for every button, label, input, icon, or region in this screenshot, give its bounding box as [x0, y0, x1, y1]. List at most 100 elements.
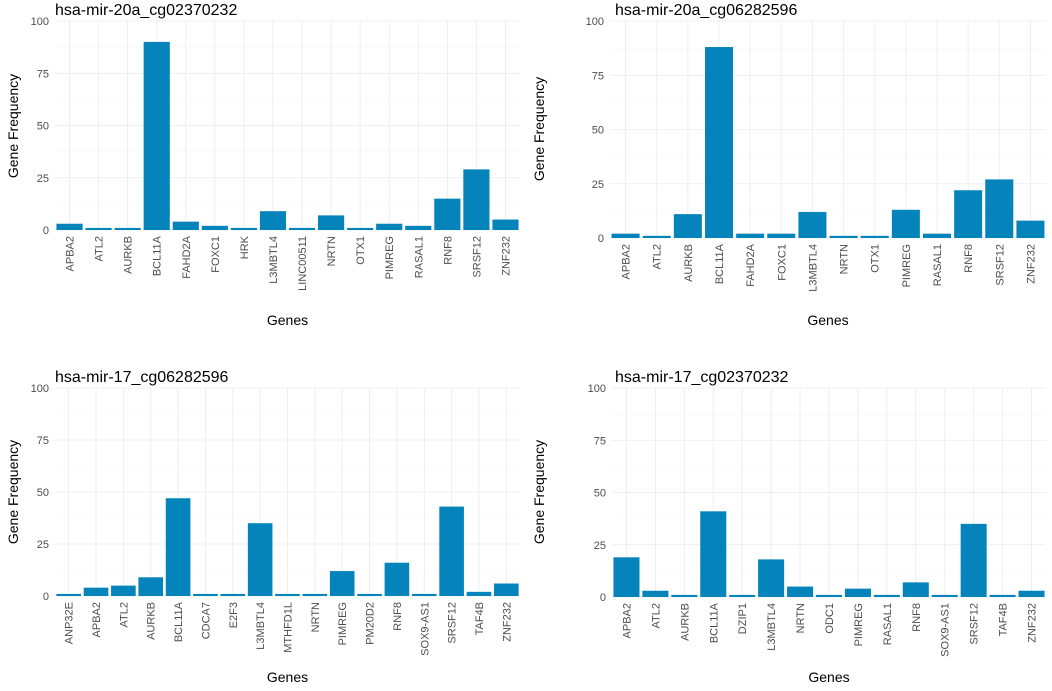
x-tick-label: PIMREG	[901, 244, 913, 287]
x-tick-label: ANP32E	[64, 602, 76, 644]
bar-atl2	[642, 590, 669, 597]
y-tick-label: 25	[37, 539, 49, 551]
x-tick-label: APBA2	[65, 236, 77, 271]
bar-l3mbtl4	[798, 211, 827, 238]
bar-fahd2a	[736, 233, 765, 238]
bar-odc1	[815, 594, 843, 597]
y-tick-label: 100	[588, 383, 606, 395]
x-tick-label: NRTN	[839, 244, 851, 274]
x-tick-label: RASAL1	[882, 603, 894, 645]
bar-srsf12	[463, 169, 490, 230]
x-tick-label: RASAL1	[932, 244, 944, 286]
bar-foxc1	[201, 225, 228, 230]
x-tick-label: ODC1	[824, 603, 836, 634]
x-tick-label: HRK	[239, 235, 251, 259]
bar-aurkb	[673, 214, 702, 238]
bar-rnf8	[434, 198, 461, 230]
bar-rnf8	[902, 582, 929, 597]
bar-l3mbtl4	[259, 211, 287, 230]
bar-chart: 0 25 50 75 100 APBA2 ATL2 AURKB BCL11A FAHD2A FOXC…	[531, 2, 1046, 328]
chart-title: hsa-mir-20a_cg02370232	[55, 2, 237, 19]
chart-panel-bottom-left: 0 25 50 75 100 ANP32E APBA2 ATL2 AURKB BCL11A CDCA…	[0, 346, 526, 691]
bar-rasal1	[405, 225, 432, 230]
y-tick-label: 25	[594, 540, 606, 552]
x-axis-title: Genes	[267, 312, 308, 328]
x-tick-label: AURKB	[123, 236, 135, 274]
y-tick-label: 75	[37, 435, 49, 447]
x-tick-label: APBA2	[91, 602, 103, 637]
x-tick-label: ZNF232	[1025, 244, 1037, 284]
bar-bcl11a	[165, 498, 191, 596]
x-tick-label: ZNF232	[1027, 603, 1039, 643]
y-tick-label: 50	[37, 487, 49, 499]
chart-title: hsa-mir-17_cg02370232	[615, 369, 789, 386]
bar-nrtn	[787, 586, 814, 597]
bar-atl2	[111, 585, 136, 596]
x-tick-label: BCL11A	[173, 601, 185, 642]
x-tick-label: OTX1	[355, 236, 367, 265]
y-tick-label: 75	[592, 70, 604, 82]
x-tick-label: L3MBTL4	[268, 236, 280, 284]
bar-pimreg	[891, 209, 920, 238]
x-tick-label: PIMREG	[337, 602, 349, 645]
bar-sox9-as1	[411, 593, 437, 596]
bar-apba2	[56, 223, 83, 230]
chart-panel-top-right: 0 25 50 75 100 APBA2 ATL2 AURKB BCL11A FAHD2A FOXC…	[526, 0, 1052, 345]
x-tick-label: NRTN	[310, 602, 322, 632]
bar-znf232	[494, 583, 519, 596]
bar-cdca7	[193, 593, 218, 596]
x-tick-label: TAF4B	[474, 602, 486, 635]
x-tick-label: ATL2	[118, 602, 130, 627]
bar-l3mbtl4	[247, 523, 273, 596]
bar-srsf12	[439, 506, 464, 596]
x-tick-label: AURKB	[683, 244, 695, 282]
chart-panel-top-left: 0 25 50 75 100 APBA2 ATL2 AURKB BCL11A FAHD2A FOXC…	[0, 0, 526, 345]
x-tick-label: MTHFD1L	[283, 602, 295, 653]
x-tick-label: L3MBTL4	[255, 602, 267, 650]
x-tick-label: SRSF12	[969, 603, 981, 645]
bar-sox9-as1	[931, 594, 958, 597]
x-tick-label: RNF8	[392, 602, 404, 631]
bar-dzip1	[729, 594, 756, 597]
bar-bcl11a	[700, 511, 727, 597]
y-tick-label: 50	[592, 125, 604, 137]
chart-title: hsa-mir-20a_cg06282596	[615, 2, 797, 19]
y-axis-title: Gene Frequency	[531, 440, 547, 544]
x-tick-label: BCL11A	[152, 235, 164, 276]
x-tick-label: RASAL1	[413, 236, 425, 278]
y-tick-label: 0	[43, 225, 49, 237]
bar-znf232	[1016, 220, 1045, 238]
bar-taf4b	[989, 594, 1016, 597]
bar-foxc1	[767, 233, 796, 238]
y-tick-label: 0	[598, 233, 604, 245]
x-tick-label: RNF8	[442, 236, 454, 265]
bar-mthfd1l	[275, 593, 300, 596]
bar-pimreg	[329, 571, 355, 596]
bar-znf232	[492, 219, 519, 230]
bar-apba2	[83, 587, 109, 596]
x-tick-label: APBA2	[621, 603, 633, 638]
y-tick-label: 0	[43, 591, 49, 603]
bar-rnf8	[954, 190, 983, 238]
bar-atl2	[642, 235, 671, 238]
x-tick-label: FAHD2A	[181, 235, 193, 278]
x-tick-label: ATL2	[94, 236, 106, 261]
x-tick-label: RNF8	[963, 244, 975, 273]
bar-bcl11a	[704, 47, 734, 238]
x-axis-title: Genes	[808, 669, 849, 685]
chart-panel-bottom-right: 0 25 50 75 100 APBA2 ATL2 AURKB BCL11A DZIP1 L3MBT…	[526, 346, 1052, 691]
x-tick-label: FOXC1	[776, 244, 788, 281]
x-tick-label: APBA2	[621, 244, 633, 279]
bar-nrtn	[318, 215, 345, 230]
x-tick-label: ATL2	[650, 603, 662, 628]
x-tick-label: PIMREG	[853, 603, 865, 646]
x-tick-label: PM20D2	[365, 602, 377, 645]
bar-otx1	[860, 235, 889, 238]
y-tick-label: 0	[600, 592, 606, 604]
x-tick-label: BCL11A	[714, 243, 726, 284]
bar-e2f3	[220, 593, 246, 596]
bar-aurkb	[671, 594, 698, 597]
y-tick-label: 100	[586, 16, 604, 28]
x-tick-label: SRSF12	[994, 244, 1006, 286]
bar-atl2	[85, 227, 112, 230]
